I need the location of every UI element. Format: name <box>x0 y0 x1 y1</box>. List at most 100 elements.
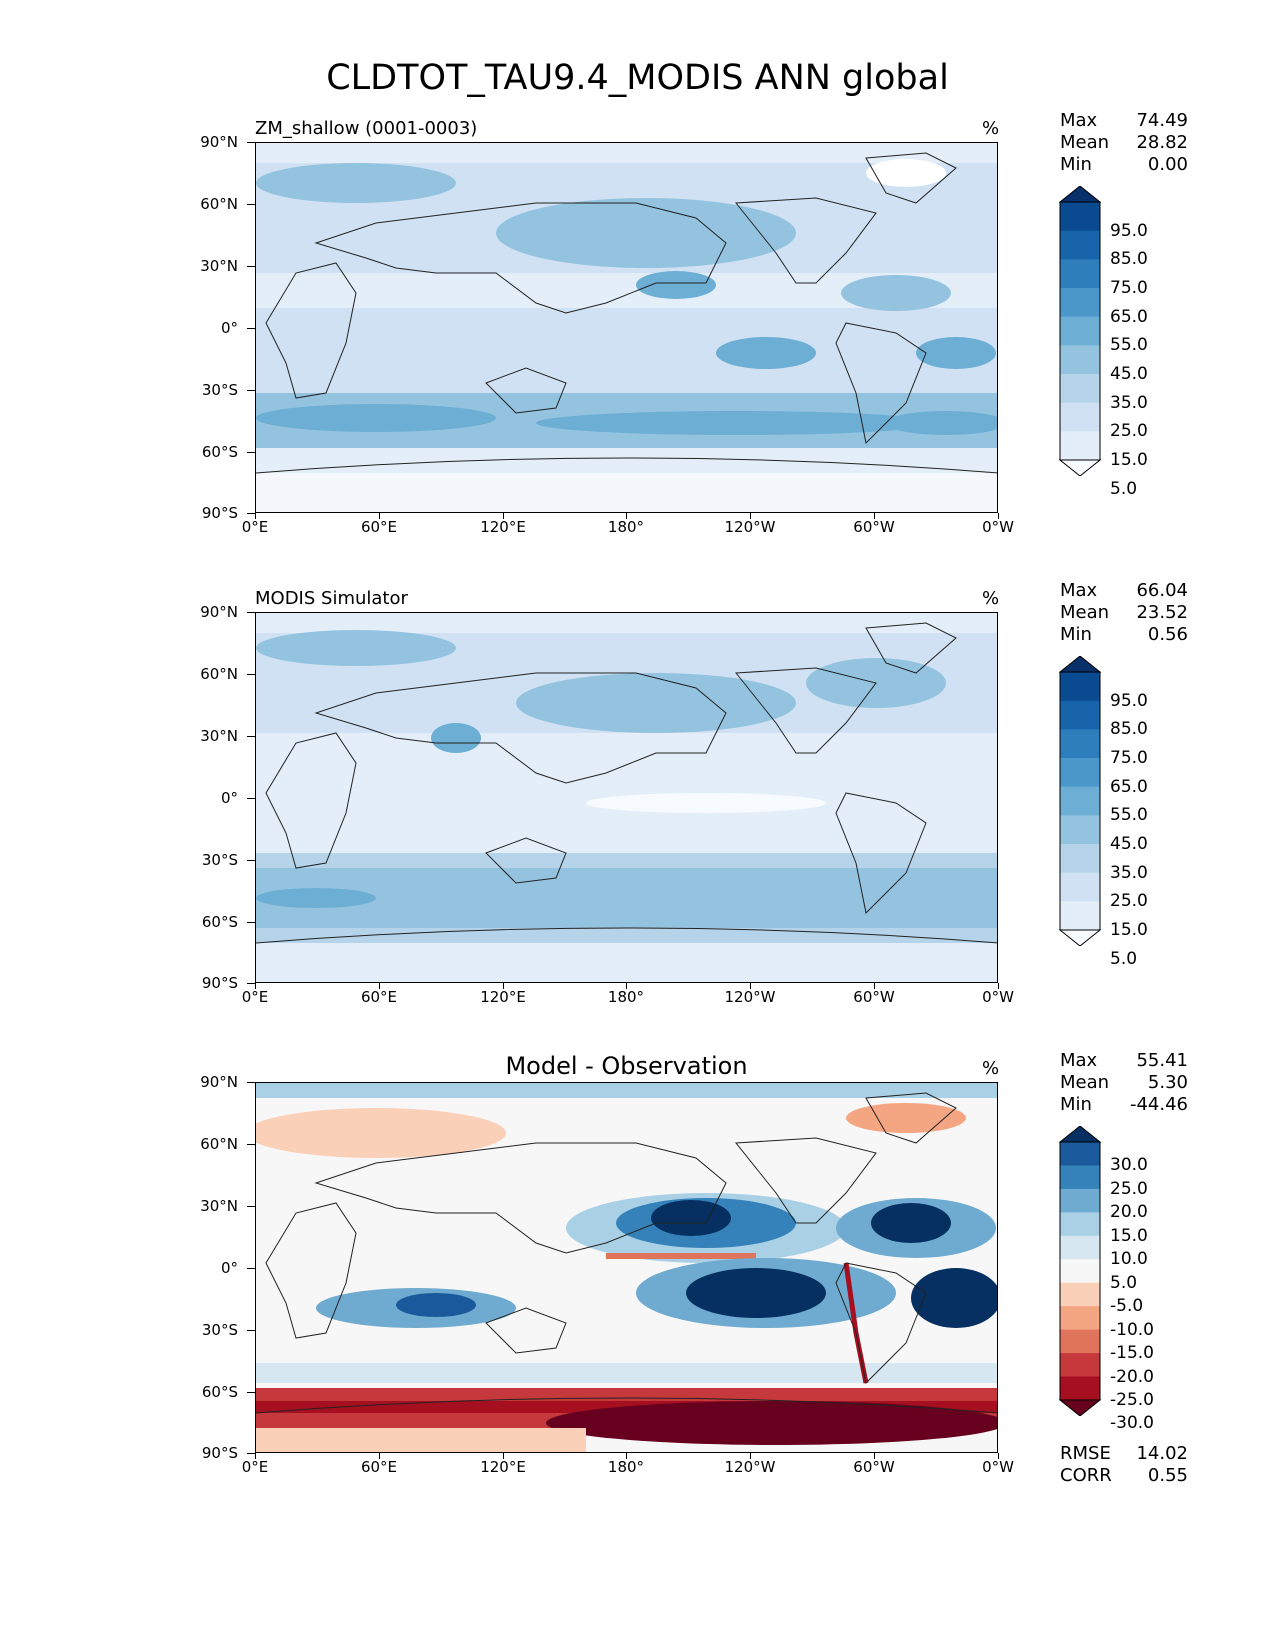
colorbar-segment <box>1060 316 1100 346</box>
colorbar-tick-label: -25.0 <box>1110 1390 1154 1410</box>
stat-label: Min <box>1060 154 1092 175</box>
lon-tick: 60°E <box>360 988 398 1006</box>
lon-tick: 120°W <box>724 518 776 536</box>
stat-mean: 5.30 <box>1147 1072 1188 1093</box>
colorbar-tick-label: 30.0 <box>1110 1155 1148 1176</box>
map-plot <box>255 1082 998 1453</box>
map-field <box>256 143 997 512</box>
stat-label: Mean <box>1060 602 1110 623</box>
lon-tick: 0°W <box>982 1458 1014 1476</box>
colorbar-extend-max <box>1058 1126 1102 1143</box>
colorbar-tick-label: -10.0 <box>1110 1319 1154 1340</box>
lon-tick: 60°E <box>360 518 398 536</box>
colorbar-segment <box>1060 1165 1100 1190</box>
lat-tick: 0° <box>220 319 238 337</box>
map-field <box>256 613 997 982</box>
lon-tick: 120°W <box>724 1458 776 1476</box>
rmse-value: 14.02 <box>1136 1443 1188 1464</box>
colorbar-tick-label: 5.0 <box>1110 1272 1138 1293</box>
colorbar-segment <box>1060 431 1100 461</box>
colorbar-tick-label: 35.0 <box>1110 392 1148 413</box>
rmse-label: RMSE <box>1060 1443 1111 1464</box>
colorbar-tick-label: 20.0 <box>1110 1202 1148 1223</box>
units-label: % <box>982 118 1000 139</box>
colorbar-tick-label: -5.0 <box>1110 1296 1144 1317</box>
colorbar-tick-label: 85.0 <box>1110 719 1148 740</box>
lat-tick: 30°N <box>200 1197 238 1215</box>
colorbar-tick-label: 15.0 <box>1110 1225 1148 1246</box>
colorbar-segment <box>1060 402 1100 432</box>
colorbar-tick-label: -30.0 <box>1110 1413 1154 1434</box>
panel-model: ZM_shallow (0001-0003) % <box>0 110 1275 558</box>
colorbar-tick-label: 75.0 <box>1110 278 1148 298</box>
colorbar-segment <box>1060 758 1100 788</box>
colorbar-segment <box>1060 259 1100 289</box>
colorbar-tick-label: 10.0 <box>1110 1249 1148 1270</box>
colorbar-segment <box>1060 1376 1100 1401</box>
lon-tick: 120°E <box>480 988 526 1006</box>
map-plot <box>255 612 998 983</box>
colorbar-tick-label: 85.0 <box>1110 249 1148 270</box>
colorbar-segment <box>1060 1188 1100 1213</box>
lon-tick: 0°E <box>241 1458 269 1476</box>
units-label: % <box>982 588 1000 609</box>
stat-mean: 23.52 <box>1136 602 1188 623</box>
colorbar-tick-label: 45.0 <box>1110 364 1148 384</box>
colorbar-tick-label: 65.0 <box>1110 776 1148 797</box>
colorbar-segment <box>1060 1142 1100 1166</box>
corr-label: CORR <box>1060 1465 1112 1486</box>
colorbar <box>1058 656 1102 946</box>
colorbar-segment <box>1060 230 1100 260</box>
colorbar-segment <box>1060 901 1100 931</box>
colorbar-segment <box>1060 729 1100 759</box>
lat-tick: 30°S <box>201 381 238 399</box>
colorbar-segment <box>1060 1353 1100 1378</box>
lat-tick: 90°S <box>201 974 238 992</box>
lat-tick: 90°N <box>200 1073 238 1091</box>
colorbar-segment <box>1060 1212 1100 1237</box>
units-label: % <box>982 1058 1000 1079</box>
stat-label: Min <box>1060 624 1092 645</box>
colorbar-segment <box>1060 815 1100 845</box>
panel-difference: Model - Observation % <box>0 1050 1275 1498</box>
colorbar-tick-label: -15.0 <box>1110 1343 1154 1364</box>
colorbar-segment <box>1060 1235 1100 1260</box>
lon-tick: 0°W <box>982 518 1014 536</box>
figure-title: CLDTOT_TAU9.4_MODIS ANN global <box>326 58 949 98</box>
colorbar-segment <box>1060 288 1100 318</box>
lat-tick: 60°S <box>201 913 238 931</box>
lon-tick: 0°E <box>241 518 269 536</box>
colorbar-tick-label: 45.0 <box>1110 834 1148 854</box>
colorbar-segment <box>1060 844 1100 874</box>
lat-tick: 90°S <box>201 504 238 522</box>
lon-tick: 60°W <box>853 1458 895 1476</box>
lon-tick: 120°E <box>480 1458 526 1476</box>
lat-tick: 90°N <box>200 603 238 621</box>
stat-max: 74.49 <box>1136 110 1188 131</box>
lon-tick: 0°E <box>241 988 269 1006</box>
colorbar-segment <box>1060 374 1100 404</box>
stat-label: Max <box>1060 1050 1098 1071</box>
lat-tick: 30°N <box>200 727 238 745</box>
lon-tick: 180° <box>607 988 645 1006</box>
colorbar-tick-label: 15.0 <box>1110 920 1148 940</box>
colorbar-tick-label: 35.0 <box>1110 862 1148 883</box>
colorbar-tick-label: 55.0 <box>1110 335 1148 356</box>
colorbar-tick-label: 5.0 <box>1110 478 1138 499</box>
colorbar-tick-label: 15.0 <box>1110 450 1148 470</box>
map-field <box>256 1083 997 1452</box>
error-metrics: RMSE 14.02 CORR 0.55 <box>1060 1443 1188 1487</box>
lat-tick: 60°S <box>201 443 238 461</box>
lat-tick: 90°N <box>200 133 238 151</box>
colorbar-tick-label: 25.0 <box>1110 421 1148 442</box>
colorbar-segment <box>1060 1306 1100 1331</box>
colorbar-tick-label: 95.0 <box>1110 220 1148 241</box>
lat-tick: 60°N <box>200 195 238 213</box>
colorbar-extend-min <box>1058 1399 1102 1416</box>
colorbar-tick-label: 95.0 <box>1110 690 1148 711</box>
lon-tick: 60°W <box>853 518 895 536</box>
colorbar-segment <box>1060 1282 1100 1307</box>
lat-tick: 0° <box>220 789 238 807</box>
stats-box: Max 55.41 Mean 5.30 Min -44.46 <box>1060 1050 1188 1116</box>
lat-tick: 90°S <box>201 1444 238 1462</box>
